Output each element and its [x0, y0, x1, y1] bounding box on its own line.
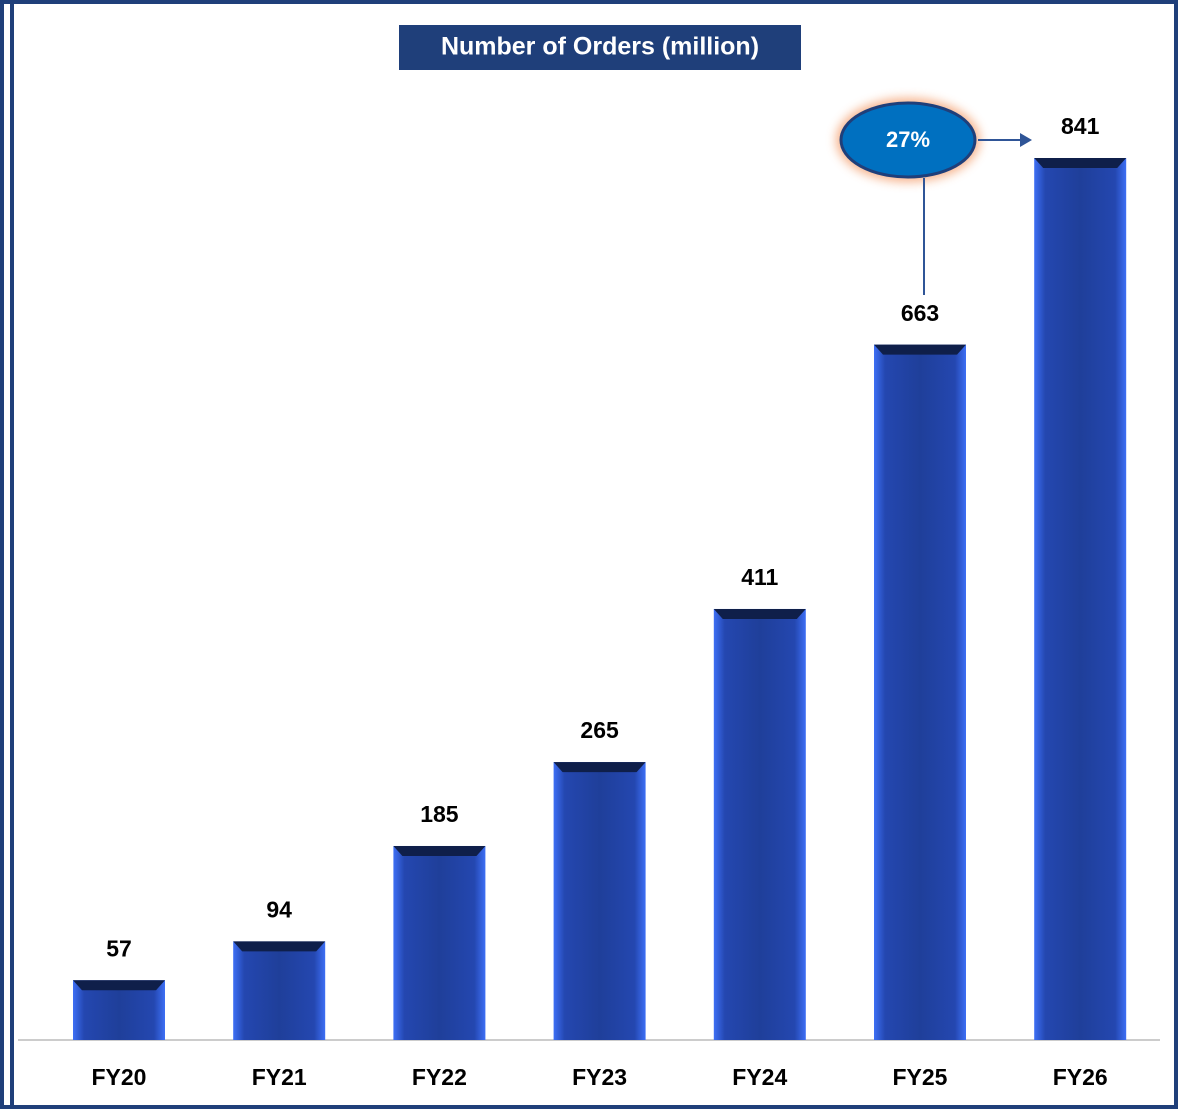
bar [874, 344, 966, 1041]
annotation-bubble [839, 101, 977, 179]
annotation-arrowhead [1020, 133, 1032, 147]
bar [1034, 158, 1127, 1040]
data-label: 57 [106, 935, 132, 961]
annotation-text: 27% [886, 127, 930, 152]
bar-bevel [393, 845, 486, 856]
data-label: 185 [420, 801, 459, 827]
data-label: 411 [741, 564, 778, 590]
x-tick-label: FY20 [92, 1064, 147, 1090]
bar-bevel [1034, 158, 1127, 168]
bar [713, 608, 806, 1040]
x-tick-label: FY25 [893, 1064, 948, 1090]
bar-bevel [713, 608, 806, 619]
bar [233, 941, 326, 1040]
x-tick-label: FY24 [732, 1064, 787, 1090]
data-label: 663 [901, 300, 939, 326]
data-label: 841 [1061, 113, 1100, 139]
chart-title: Number of Orders (million) [441, 33, 759, 61]
bar-bevel [874, 344, 966, 355]
title-box [399, 25, 801, 70]
bar [553, 762, 646, 1040]
bar [393, 845, 486, 1040]
data-label: 265 [580, 717, 619, 743]
data-label: 94 [266, 896, 292, 922]
frame-edge [10, 2, 14, 1107]
bar-bevel [553, 762, 646, 773]
bar-bevel [73, 980, 165, 991]
bar-bevel [233, 941, 326, 952]
x-tick-label: FY26 [1053, 1064, 1108, 1090]
x-tick-label: FY23 [572, 1064, 627, 1090]
x-tick-label: FY22 [412, 1064, 467, 1090]
x-tick-label: FY21 [252, 1064, 307, 1090]
